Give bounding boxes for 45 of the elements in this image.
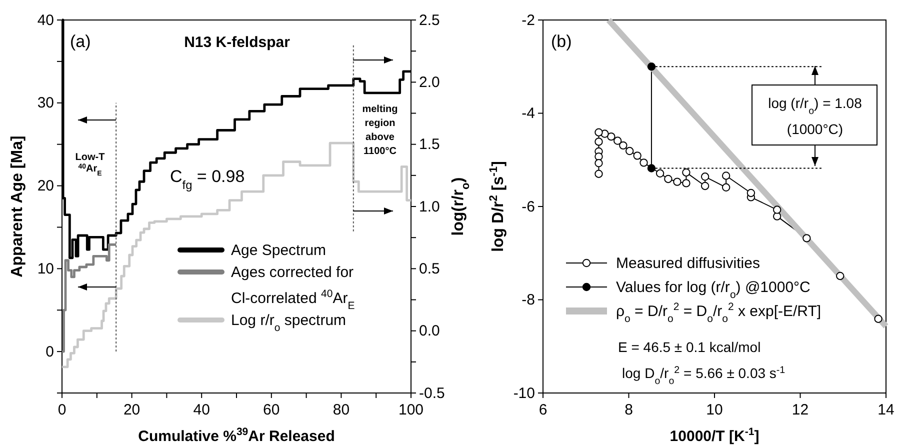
- y-tick-label: -8: [522, 292, 535, 309]
- y2-tick-label: 1.0: [419, 198, 440, 216]
- annotation: E = 46.5 ± 0.1 kcal/mol: [618, 339, 761, 355]
- y-tick-label: 20: [37, 178, 54, 195]
- x-tick-label: 60: [263, 402, 280, 418]
- legend-label: Log r/r$_{o}$ spectrum: [231, 312, 346, 334]
- y2-tick-label: 2.5: [419, 12, 440, 29]
- y2-tick-label: 0.0: [419, 322, 440, 340]
- annotation: (a): [70, 32, 91, 51]
- annotation: log D$_{o}$/r$_{o}$$^{2}$ = 5.66 ± 0.03 s$^{-1}$: [622, 364, 786, 386]
- x-tick-label: 10: [706, 402, 723, 418]
- x-tick-label: 0: [58, 402, 66, 418]
- y-tick-label: 10: [37, 260, 54, 278]
- legend-label: Values for log (r/r$_{o}$) @1000°C: [616, 279, 811, 301]
- annotation: melting region above 1100°C: [362, 104, 398, 157]
- x-axis-title: 10000/T [K$^{-1}$]: [670, 426, 760, 445]
- y-axis-title: Apparent Age [Ma]: [9, 136, 26, 278]
- y-tick-label: 40: [37, 12, 54, 29]
- x-tick-label: 20: [123, 402, 140, 418]
- x-tick-label: 6: [538, 402, 548, 418]
- x-axis-title: Cumulative %$^{39}$Ar Released: [138, 426, 335, 445]
- x-tick-label: 40: [193, 402, 210, 418]
- legend-label: Measured diffusivities: [616, 255, 760, 272]
- x-tick-label: 14: [878, 402, 894, 418]
- y-tick-label: 30: [37, 94, 54, 112]
- annotation: (b): [551, 32, 572, 51]
- annotation: log (r/r$_{o}$) = 1.08 (1000°C): [768, 95, 862, 137]
- annotation: C$_{fg}$ = 0.98: [170, 167, 245, 192]
- annotation: Low-T $^{40}$Ar$_{E}$: [75, 152, 105, 177]
- text: N13 K-feldspar: [184, 34, 290, 51]
- y2-tick-label: -0.5: [419, 384, 445, 402]
- x-tick-label: 8: [624, 402, 633, 418]
- y-tick-label: -10: [513, 384, 535, 402]
- y2-tick-label: 0.5: [419, 260, 440, 278]
- x-tick-label: 100: [398, 402, 424, 418]
- x-tick-label: 12: [792, 402, 809, 418]
- legend-label: Age Spectrum: [231, 242, 326, 259]
- y-tick-label: -4: [522, 105, 535, 122]
- y2-tick-label: 1.5: [419, 136, 440, 154]
- y-tick-label: -2: [522, 12, 535, 29]
- text: ρ$_{o}$ = D/r$_{o}$$^{2}$ = D$_{o}$/r$_{o}$$^{2}$ x exp[-E/RT]: [616, 301, 822, 325]
- y-tick-label: -6: [522, 198, 535, 216]
- x-tick-label: 80: [332, 402, 350, 418]
- y-tick-label: 0: [46, 343, 54, 360]
- y2-tick-label: 2.0: [419, 74, 440, 91]
